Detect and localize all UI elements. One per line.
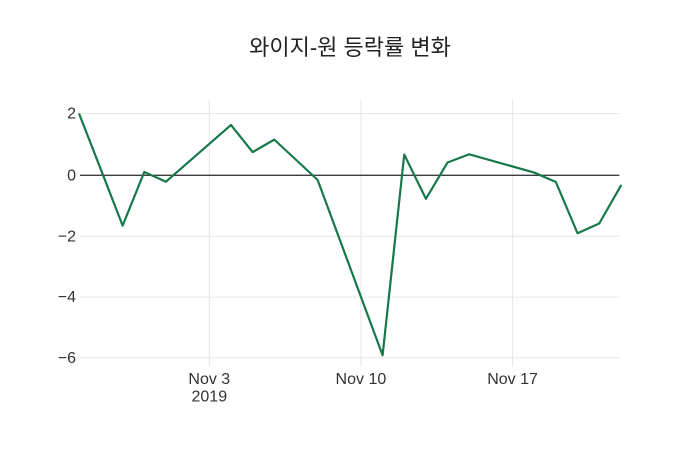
svg-text:Nov 10: Nov 10	[336, 371, 387, 388]
svg-text:Nov 3: Nov 3	[188, 371, 230, 388]
svg-text:0: 0	[67, 167, 76, 184]
svg-text:2019: 2019	[192, 389, 228, 406]
svg-text:−4: −4	[58, 289, 76, 306]
svg-text:Nov 17: Nov 17	[487, 371, 538, 388]
svg-text:−2: −2	[58, 228, 76, 245]
svg-text:−6: −6	[58, 350, 76, 367]
svg-text:2: 2	[67, 106, 76, 123]
